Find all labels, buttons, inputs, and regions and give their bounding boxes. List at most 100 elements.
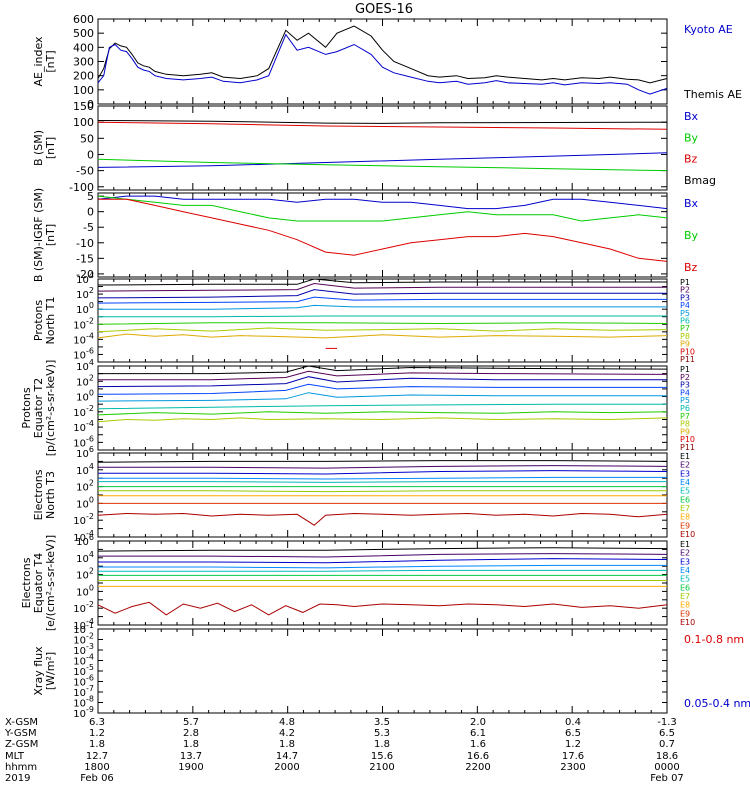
ephem-value: 2000: [274, 762, 299, 773]
ephem-value: 1.2: [89, 728, 105, 739]
ephem-value: 6.1: [470, 728, 486, 739]
series-p5: [98, 304, 667, 310]
panel-frame: [97, 628, 668, 714]
series-e1: [97, 547, 668, 552]
y-tick-label: 104: [76, 550, 94, 565]
y-tick-label: 0: [87, 98, 94, 111]
legend-entry: P2: [680, 373, 690, 382]
y-tick-label: 10-1: [73, 621, 94, 636]
legend-entry: E8: [680, 513, 690, 522]
ephem-value: 17.6: [562, 751, 584, 762]
ephem-value: 6.3: [89, 717, 105, 728]
y-axis-label: ProtonsEquator T2[p/(cm²-s-sr-keV)]: [20, 360, 57, 457]
series-e4: [98, 476, 667, 480]
ephem-value: 15.6: [371, 751, 393, 762]
legend-entry: P6: [680, 404, 690, 413]
y-tick-label: 102: [76, 567, 94, 582]
series-p2: [97, 282, 667, 292]
y-tick-label: 0: [87, 148, 94, 161]
y-tick-label: 5: [87, 190, 94, 203]
legend-entry: P11: [680, 443, 695, 452]
series-e10: [97, 512, 668, 526]
ephem-value: 1900: [178, 762, 203, 773]
series-p3: [97, 289, 667, 299]
y-tick-label: 10-2: [73, 404, 94, 419]
series-p8: [97, 417, 668, 423]
ephemeris-table: X-GSMY-GSMZ-GSMMLThhmm20196.31.21.812.71…: [4, 717, 684, 784]
panel-frame: [97, 278, 668, 363]
ephem-value: 0000: [654, 762, 679, 773]
y-tick-label: 200: [73, 70, 94, 83]
y-tick-label: -100: [69, 181, 94, 194]
y-axis-label: Xray flux[W/m²]: [32, 646, 57, 696]
y-tick-label: 10-3: [73, 642, 94, 657]
y-tick-label: 10-6: [73, 434, 94, 449]
y-tick-label: 100: [76, 495, 94, 510]
legend-entry: P1: [680, 278, 690, 287]
series-e10: [97, 601, 668, 616]
legend-entry: 0.1-0.8 nm: [684, 633, 744, 646]
ephem-value: 0.7: [659, 739, 675, 750]
legend-entry: E4: [680, 566, 690, 575]
y-axis-label: B (SM)-IGRF (SM)[nT]: [32, 188, 57, 282]
legend-entry: E3: [680, 557, 690, 566]
y-tick-label: 102: [76, 479, 94, 494]
y-axis-label: AE_index[nT]: [32, 36, 57, 87]
legend-entry: P2: [680, 286, 690, 295]
series-bz: [97, 121, 668, 130]
y-tick-label: 10-4: [73, 617, 94, 632]
ephem-value: 1.6: [470, 739, 486, 750]
y-tick-label: 100: [76, 389, 94, 404]
y-tick-label: 10-2: [73, 632, 94, 647]
y-tick-label: -20: [76, 268, 94, 281]
legend-entry: E9: [680, 609, 690, 618]
ephem-value: 16.6: [467, 751, 489, 762]
legend-entry: Bz: [684, 153, 698, 166]
series-e2: [98, 465, 668, 469]
legend-entry: E7: [680, 592, 690, 601]
series-p4: [97, 383, 667, 395]
series-p7: [97, 411, 668, 416]
y-tick-label: 10-4: [73, 419, 94, 434]
series-p9: [97, 333, 668, 339]
y-axis-label: ElectronsEquator T4[e/(cm²-s-sr-keV)]: [20, 535, 57, 631]
ephem-row-label: hhmm: [5, 762, 37, 773]
ephem-value: 1.8: [183, 739, 199, 750]
y-tick-label: 100: [73, 84, 94, 97]
ephem-value: 6.5: [565, 728, 581, 739]
y-tick-label: 10-6: [73, 346, 94, 361]
series-p6: [97, 403, 667, 410]
ephem-value: 1.8: [89, 739, 105, 750]
ephem-value: 2100: [369, 762, 394, 773]
legend-entry: P3: [680, 293, 690, 302]
legend-entry: E2: [680, 461, 690, 470]
y-tick-label: 10-2: [73, 512, 94, 527]
ephem-value: 1.8: [279, 739, 295, 750]
legend-entry: Bmag: [684, 174, 716, 187]
legend-entry: E1: [680, 452, 690, 461]
y-tick-label: 106: [76, 445, 94, 460]
legend-entry: E6: [680, 583, 690, 592]
legend-entry: E6: [680, 495, 690, 504]
legend-entry: E2: [680, 549, 690, 558]
y-tick-label: -10: [76, 237, 94, 250]
ephem-value: 4.8: [279, 717, 295, 728]
y-tick-label: 10-4: [73, 331, 94, 346]
legend-entry: P9: [680, 340, 690, 349]
ephem-value: 2.0: [470, 717, 486, 728]
ephem-value: 12.7: [86, 751, 108, 762]
ephem-row-label: X-GSM: [5, 717, 38, 728]
legend-entry: E8: [680, 601, 690, 610]
ephem-value: 13.7: [180, 751, 202, 762]
ephem-value: Feb 07: [650, 773, 684, 784]
ephem-value: 2.8: [183, 728, 199, 739]
legend-entry: E5: [680, 487, 690, 496]
legend-entry: P8: [680, 420, 690, 429]
legend-entry: P5: [680, 309, 690, 318]
series-p1: [97, 278, 667, 286]
series-e3: [98, 470, 668, 475]
